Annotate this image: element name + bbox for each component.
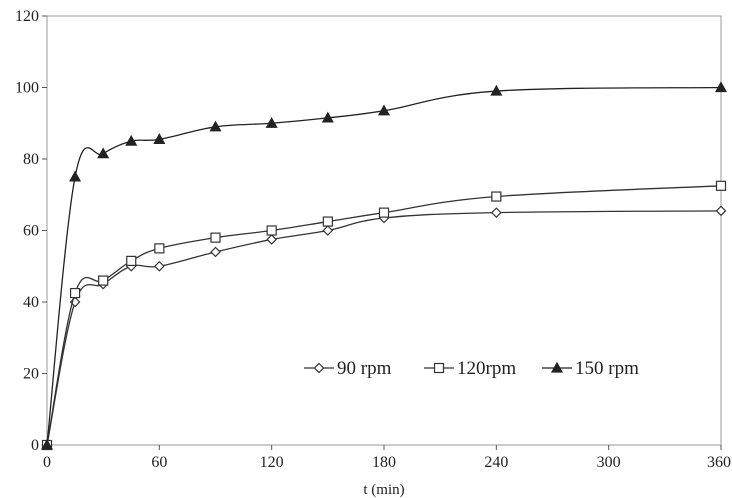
y-tick-label: 60 xyxy=(23,223,39,240)
y-tick-label: 40 xyxy=(23,294,39,311)
legend-label: 120rpm xyxy=(457,358,516,379)
data-point xyxy=(266,234,278,245)
data-point xyxy=(69,287,81,299)
data-point xyxy=(378,207,390,218)
x-tick-label: 180 xyxy=(372,454,396,471)
data-point xyxy=(377,104,391,116)
x-tick-label: 60 xyxy=(151,454,167,471)
data-point xyxy=(97,147,110,159)
data-point xyxy=(490,84,503,96)
x-tick-label: 240 xyxy=(484,454,508,471)
y-tick-label: 100 xyxy=(15,80,39,97)
data-point xyxy=(266,225,277,236)
data-point xyxy=(265,117,278,128)
x-axis-title: t (min) xyxy=(363,482,404,498)
data-point xyxy=(491,191,502,202)
plot-frame xyxy=(46,15,722,446)
data-point xyxy=(40,438,54,450)
data-point xyxy=(153,133,166,144)
data-point xyxy=(69,170,82,182)
legend-marker xyxy=(313,362,325,374)
series-line xyxy=(46,185,722,446)
y-tick-label: 80 xyxy=(23,151,39,168)
data-point xyxy=(209,120,222,132)
data-point xyxy=(714,81,728,93)
data-point xyxy=(321,111,334,123)
y-tick-label: 0 xyxy=(31,437,39,454)
y-tick-label: 20 xyxy=(23,366,39,383)
data-point xyxy=(715,180,727,191)
series-layer xyxy=(40,81,728,451)
data-point xyxy=(154,243,165,254)
data-point xyxy=(322,216,333,227)
y-axis: 0 20 40 60 80 100 120 xyxy=(15,8,47,454)
x-tick-label: 120 xyxy=(260,454,284,471)
series-3 xyxy=(40,81,728,450)
data-point xyxy=(153,260,165,272)
legend-label: 90 rpm xyxy=(337,358,392,379)
legend-marker xyxy=(433,362,445,374)
x-tick-label: 0 xyxy=(43,454,51,471)
data-point xyxy=(322,225,334,236)
legend: 90 rpm 120rpm 150 rpm xyxy=(304,358,639,379)
data-point xyxy=(715,205,727,217)
data-point xyxy=(210,246,221,258)
x-tick-label: 360 xyxy=(707,454,731,471)
data-point xyxy=(98,275,109,286)
series-line xyxy=(46,210,722,446)
x-axis: 0 60 120 180 240 300 360 xyxy=(43,445,731,471)
data-point xyxy=(490,207,502,218)
data-point xyxy=(210,232,221,243)
y-tick-label: 120 xyxy=(15,8,39,25)
x-tick-label: 300 xyxy=(597,454,621,471)
series-1 xyxy=(41,205,727,451)
data-point xyxy=(125,134,138,146)
data-point xyxy=(126,255,137,266)
legend-marker xyxy=(550,361,564,373)
legend-label: 150 rpm xyxy=(575,358,639,379)
